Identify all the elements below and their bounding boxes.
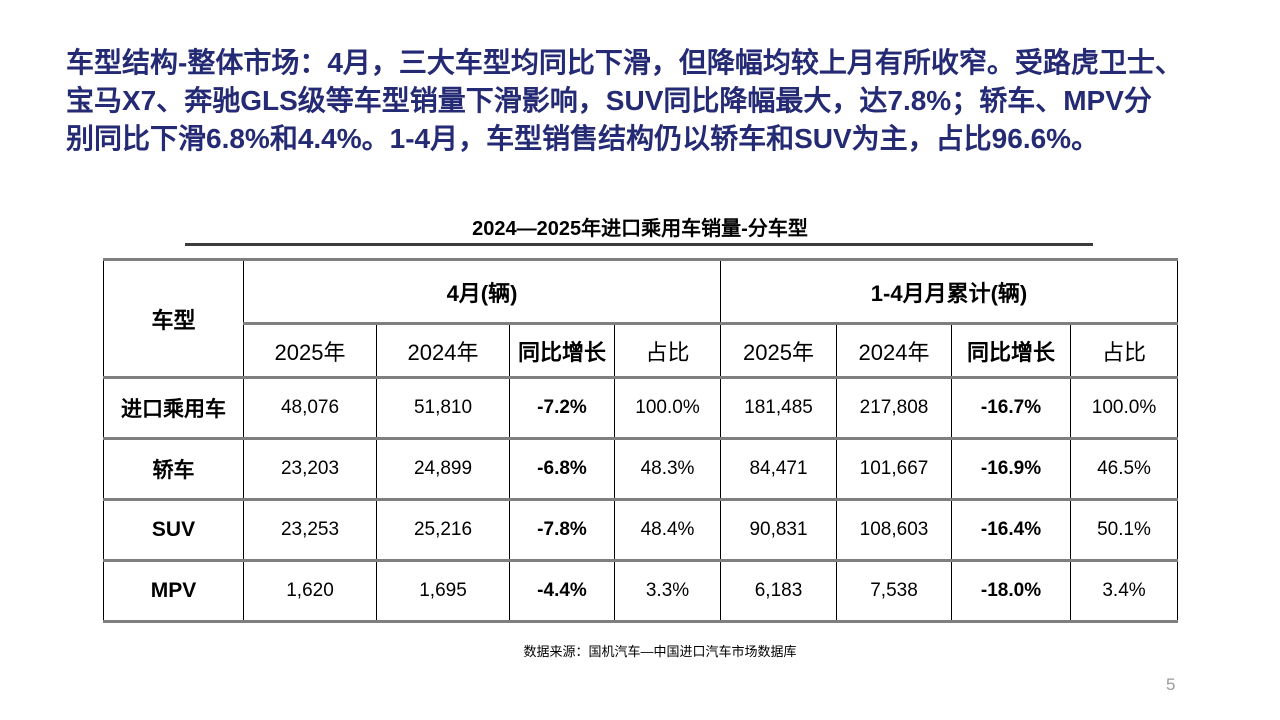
table-cell: 1,695 [376, 559, 510, 623]
row-label: MPV [103, 559, 244, 623]
sub-header: 2025年 [243, 322, 377, 379]
sales-table: 车型 4月(辆) 1-4月月累计(辆) 2025年 2024年 同比增长 占比 … [103, 258, 1179, 623]
table-cell: -7.8% [509, 498, 615, 562]
table-row: MPV 1,620 1,695 -4.4% 3.3% 6,183 7,538 -… [103, 559, 1179, 623]
table-cell: 100.0% [1070, 376, 1179, 440]
table-cell: 48,076 [243, 376, 377, 440]
table-cell: -18.0% [951, 559, 1072, 623]
heading-line-1: 车型结构-整体市场：4月，三大车型均同比下滑，但降幅均较上月有所收窄。受路虎卫士… [66, 47, 1183, 78]
table-cell: 84,471 [720, 437, 838, 501]
table-header-group-row: 车型 4月(辆) 1-4月月累计(辆) [103, 258, 1179, 379]
table-cell: 108,603 [836, 498, 953, 562]
title-underline [185, 243, 1093, 246]
table-cell: 46.5% [1070, 437, 1179, 501]
row-label: 轿车 [103, 437, 244, 501]
table-cell: 181,485 [720, 376, 838, 440]
table-cell: 3.4% [1070, 559, 1179, 623]
table-cell: 7,538 [836, 559, 953, 623]
table-cell: 25,216 [376, 498, 510, 562]
sub-header: 占比 [1070, 322, 1179, 379]
table-cell: -16.7% [951, 376, 1072, 440]
table-cell: 217,808 [836, 376, 953, 440]
corner-header-cell: 车型 [103, 258, 244, 379]
table-cell: -7.2% [509, 376, 615, 440]
table-cell: 6,183 [720, 559, 838, 623]
table-cell: 48.4% [613, 498, 722, 562]
slide-heading: 车型结构-整体市场：4月，三大车型均同比下滑，但降幅均较上月有所收窄。受路虎卫士… [66, 44, 1216, 158]
sub-header: 占比 [613, 322, 722, 379]
group-header-cumulative: 1-4月月累计(辆) [720, 258, 1179, 325]
row-label: SUV [103, 498, 244, 562]
sub-header: 同比增长 [951, 322, 1072, 379]
table-cell: -6.8% [509, 437, 615, 501]
table-title: 2024—2025年进口乘用车销量-分车型 [472, 218, 808, 240]
table-cell: 23,203 [243, 437, 377, 501]
table-row: 进口乘用车 48,076 51,810 -7.2% 100.0% 181,485… [103, 376, 1179, 440]
table-cell: 100.0% [613, 376, 722, 440]
table-row: 轿车 23,203 24,899 -6.8% 48.3% 84,471 101,… [103, 437, 1179, 501]
heading-line-3: 别同比下滑6.8%和4.4%。1-4月，车型销售结构仍以轿车和SUV为主，占比9… [66, 123, 1100, 154]
page-number: 5 [1166, 675, 1176, 694]
data-source-note: 数据来源：国机汽车—中国进口汽车市场数据库 [523, 644, 797, 659]
table-cell: -4.4% [509, 559, 615, 623]
table-row: SUV 23,253 25,216 -7.8% 48.4% 90,831 108… [103, 498, 1179, 562]
table-cell: 50.1% [1070, 498, 1179, 562]
table-cell: 3.3% [613, 559, 722, 623]
table-cell: -16.4% [951, 498, 1072, 562]
sub-header: 2024年 [836, 322, 953, 379]
table-cell: 48.3% [613, 437, 722, 501]
sub-header: 2024年 [376, 322, 510, 379]
table-header-sub-row: 2025年 2024年 同比增长 占比 2025年 2024年 同比增长 占比 [104, 322, 1179, 379]
table-cell: 90,831 [720, 498, 838, 562]
group-header-april: 4月(辆) [242, 258, 722, 325]
table-cell: 24,899 [376, 437, 510, 501]
table-cell: 1,620 [243, 559, 377, 623]
table-cell: 101,667 [836, 437, 953, 501]
table-cell: 51,810 [376, 376, 510, 440]
table-cell: -16.9% [951, 437, 1072, 501]
row-label: 进口乘用车 [103, 376, 244, 440]
heading-line-2: 宝马X7、奔驰GLS级等车型销量下滑影响，SUV同比降幅最大，达7.8%；轿车、… [66, 85, 1152, 116]
sub-header: 同比增长 [509, 322, 615, 379]
sub-header: 2025年 [720, 322, 838, 379]
table-cell: 23,253 [243, 498, 377, 562]
